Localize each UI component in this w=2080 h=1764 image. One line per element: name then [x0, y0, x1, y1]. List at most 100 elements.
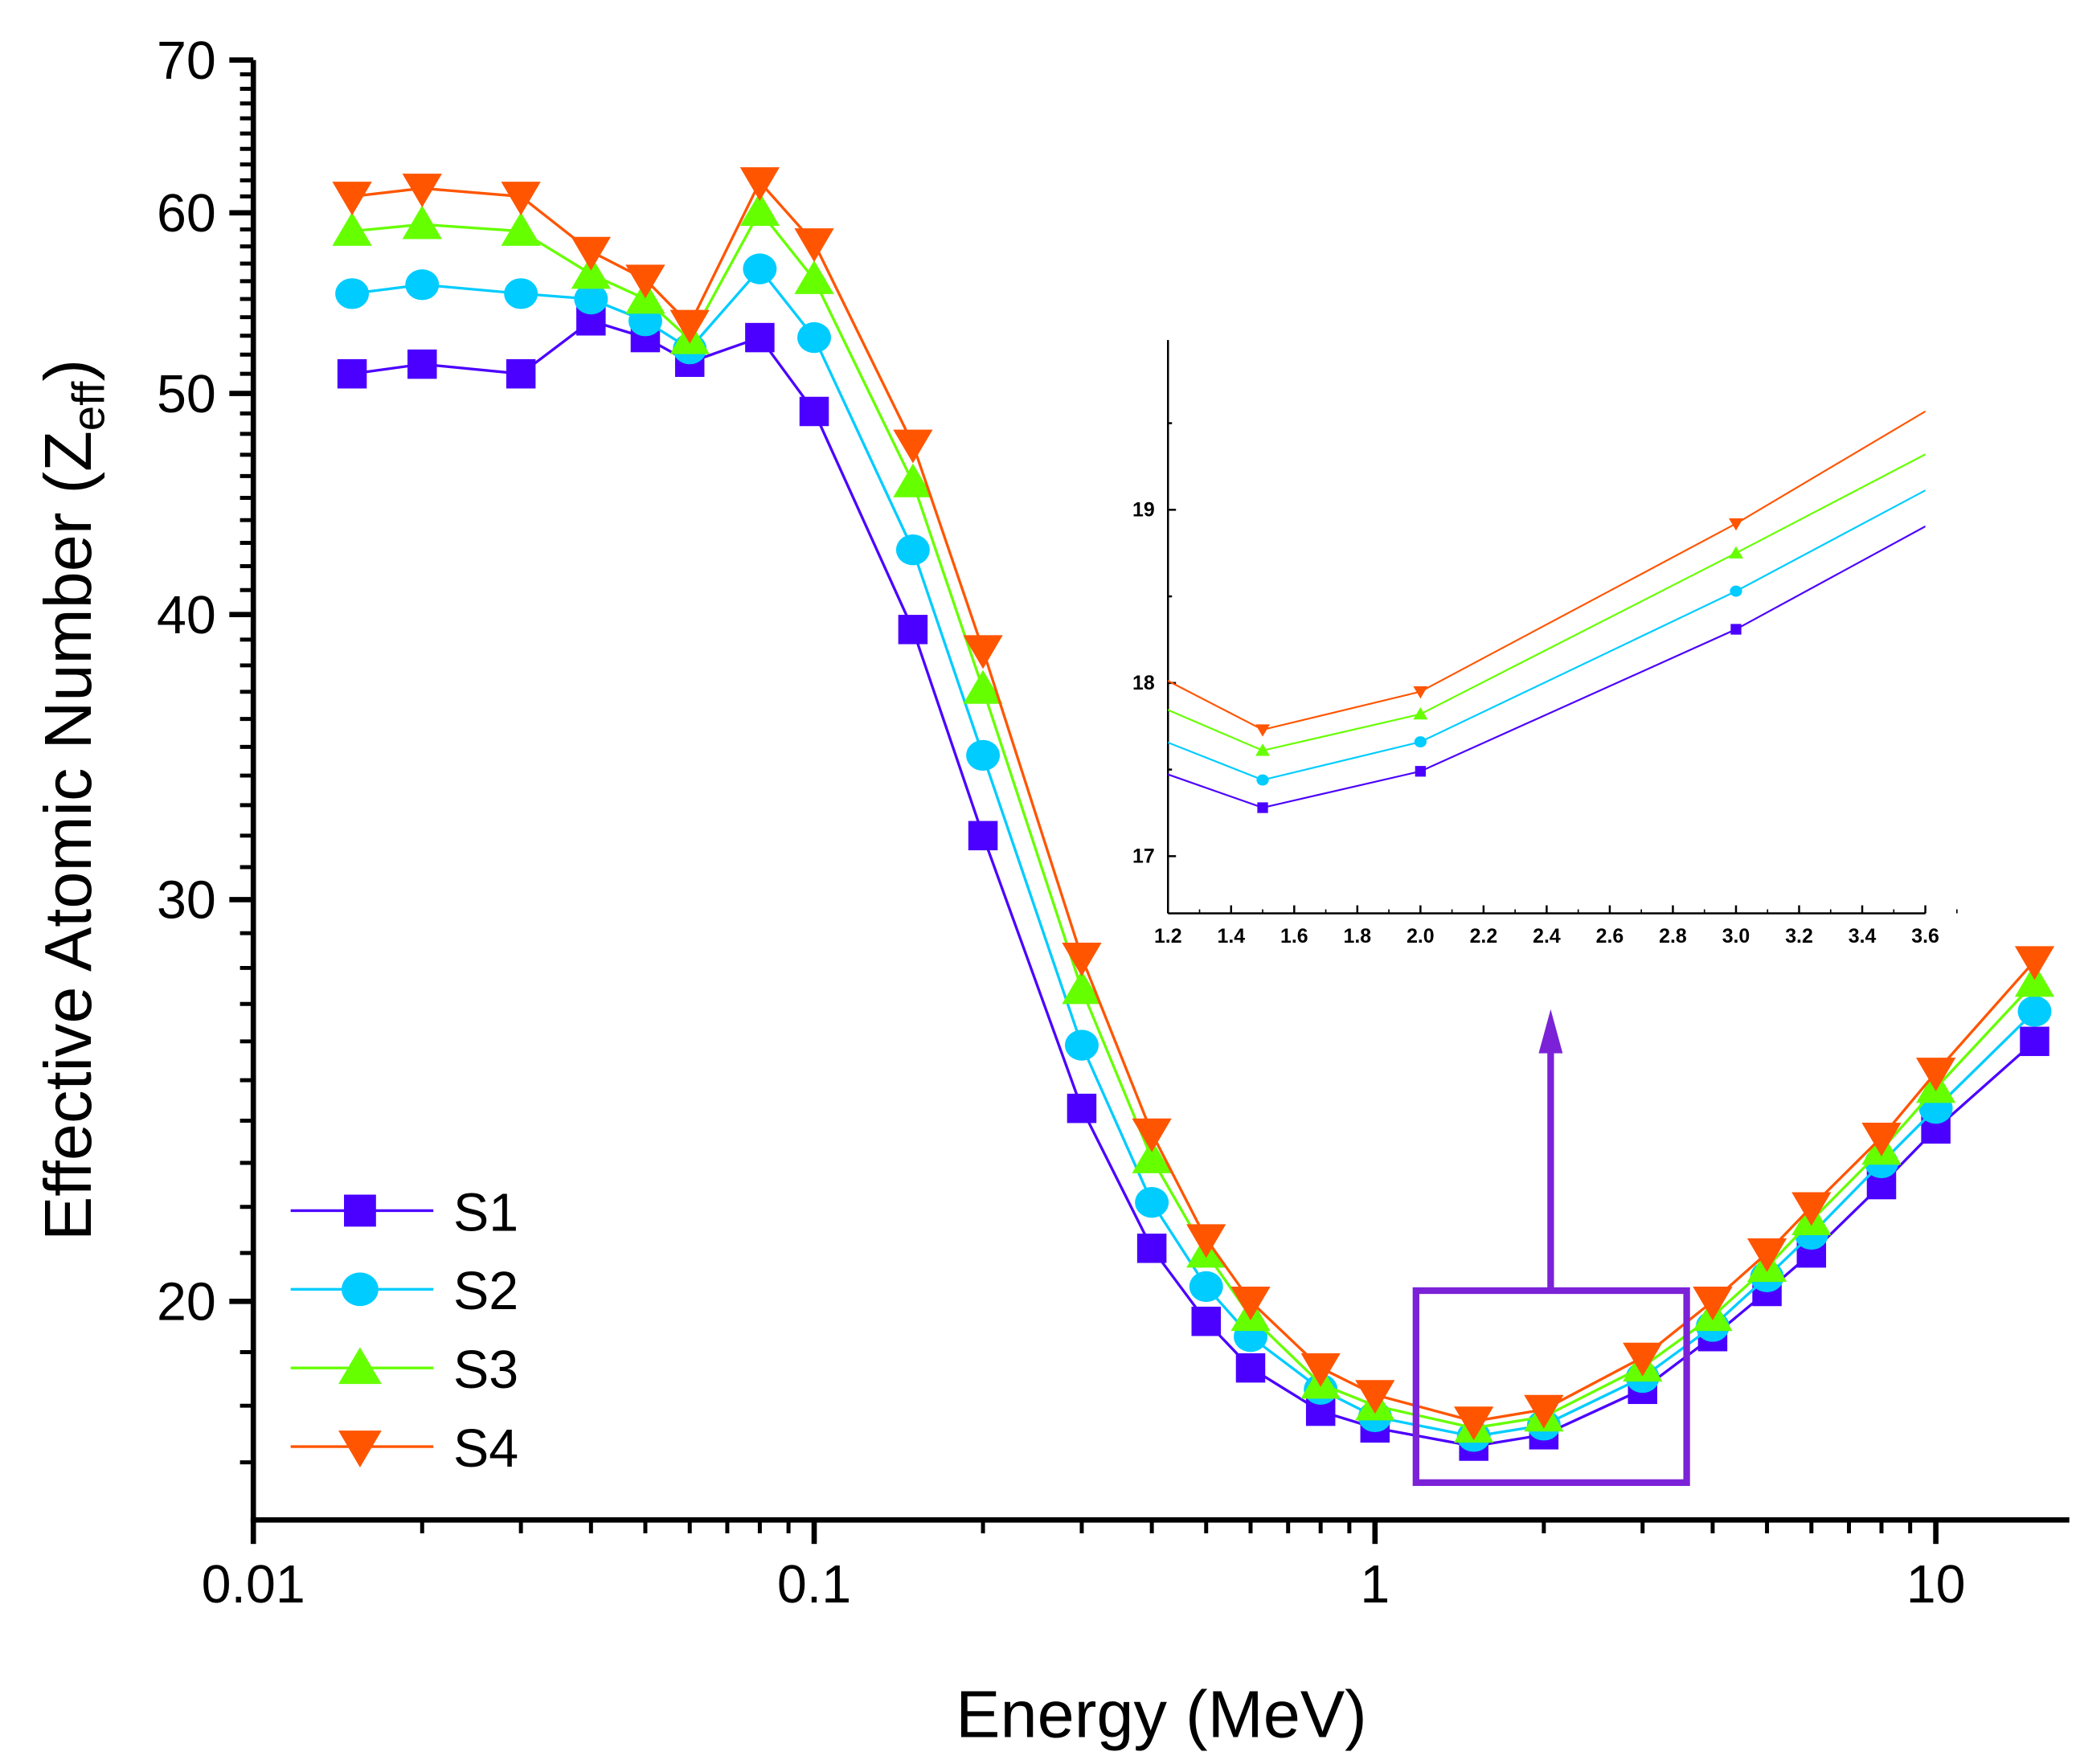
- y-axis-title-subscript: eff: [63, 381, 113, 431]
- inset-series-s3: [1168, 453, 1926, 756]
- data-point: [506, 358, 536, 389]
- data-point: [337, 358, 367, 389]
- data-point: [402, 205, 442, 239]
- inset-series-s4: [1168, 410, 1926, 737]
- inset-data-point: [1730, 624, 1742, 635]
- data-point: [2017, 996, 2052, 1027]
- legend-marker: [338, 1347, 382, 1385]
- inset-data-point: [1414, 736, 1427, 748]
- data-point: [1454, 1406, 1494, 1441]
- data-point: [625, 264, 665, 299]
- inset-series-s2: [1168, 489, 1926, 786]
- data-point: [1191, 1306, 1222, 1336]
- data-point: [1524, 1394, 1564, 1429]
- series-s2: [335, 253, 2052, 1452]
- main-axes: 20 30 40 50 60 70 0.01 0.1 1 10: [157, 31, 2070, 1615]
- inset-x-tick-label: 1.4: [1217, 925, 1245, 947]
- legend-label: S2: [453, 1262, 518, 1321]
- inset-data-point: [1413, 686, 1428, 699]
- data-point: [895, 534, 930, 566]
- legend-marker: [344, 1194, 376, 1227]
- data-point: [504, 278, 538, 309]
- inset-x-tick-label: 1.6: [1280, 925, 1308, 947]
- data-point: [1300, 1353, 1341, 1387]
- data-point: [332, 211, 372, 246]
- x-tick-label: 0.1: [777, 1555, 851, 1615]
- arrow-head-icon: [1538, 1009, 1563, 1054]
- data-point: [574, 283, 608, 315]
- data-point: [1693, 1287, 1733, 1321]
- x-tick-label: 1: [1360, 1555, 1390, 1615]
- data-point: [966, 739, 1001, 771]
- data-point: [571, 236, 611, 271]
- data-point: [2014, 963, 2055, 997]
- data-point: [968, 821, 998, 851]
- data-point: [407, 349, 437, 379]
- legend-label: S4: [453, 1419, 518, 1479]
- data-point: [1062, 943, 1102, 977]
- inset-data-point: [1730, 585, 1742, 597]
- inset-chart: 17 18 19 1.2 1.4 1.6 1.8 2.0 2.2 2.4 2.6 2.8 3.0 3.2 3…: [1132, 340, 1958, 947]
- inset-data-point: [1729, 546, 1743, 559]
- zoom-annotation: [1412, 1009, 1690, 1487]
- y-tick-label: 20: [157, 1273, 216, 1332]
- data-point: [2020, 1026, 2049, 1057]
- data-point: [2014, 946, 2055, 980]
- data-point: [1132, 1118, 1172, 1152]
- inset-series-line: [1168, 489, 1926, 781]
- data-point: [335, 278, 370, 309]
- inset-x-tick-label: 2.0: [1406, 925, 1435, 947]
- data-point: [797, 321, 831, 354]
- data-point: [1186, 1224, 1226, 1259]
- legend-marker: [342, 1272, 379, 1307]
- y-tick-label: 50: [157, 365, 216, 424]
- data-point: [745, 322, 775, 353]
- inset-x-tick-label: 3.2: [1785, 925, 1813, 947]
- legend-marker: [338, 1430, 382, 1467]
- inset-series-line: [1168, 453, 1926, 752]
- main-series: [332, 167, 2055, 1461]
- data-point: [799, 396, 829, 427]
- inset-x-tick-label: 2.4: [1533, 925, 1561, 947]
- inset-data-point: [1415, 766, 1426, 777]
- data-point: [739, 167, 780, 202]
- inset-plot-area: [1168, 410, 1926, 813]
- data-point: [893, 463, 933, 497]
- data-point: [1746, 1238, 1787, 1272]
- y-tick-label: 30: [157, 871, 216, 931]
- inset-data-point: [1256, 774, 1269, 786]
- legend-label: S3: [453, 1340, 518, 1400]
- inset-y-tick-label: 17: [1132, 845, 1155, 868]
- data-point: [1067, 1093, 1097, 1123]
- legend-item-s4: S4: [290, 1419, 518, 1479]
- data-point: [1230, 1287, 1271, 1321]
- series-s4: [332, 167, 2055, 1441]
- inset-data-point: [1257, 802, 1268, 813]
- data-point: [571, 255, 611, 289]
- data-point: [794, 228, 834, 263]
- inset-x-tick-label: 3.6: [1911, 925, 1939, 947]
- inset-x-tick-label: 3.4: [1849, 925, 1877, 947]
- data-point: [1062, 970, 1102, 1005]
- data-point: [1132, 1139, 1172, 1173]
- inset-y-tick-label: 19: [1132, 499, 1155, 522]
- inset-x-tick-label: 2.2: [1470, 925, 1498, 947]
- data-point: [893, 429, 933, 464]
- data-point: [332, 182, 372, 216]
- data-point: [405, 269, 440, 301]
- data-point: [743, 253, 777, 284]
- data-point: [1915, 1058, 1956, 1092]
- data-point: [402, 174, 442, 208]
- data-point: [1861, 1122, 1902, 1156]
- data-point: [1623, 1342, 1663, 1377]
- data-point: [794, 260, 834, 294]
- data-point: [1235, 1353, 1266, 1383]
- inset-data-point: [1255, 743, 1271, 756]
- inset-y-tick-label: 18: [1132, 672, 1155, 694]
- y-tick-label: 40: [157, 586, 216, 645]
- data-point: [898, 615, 928, 645]
- legend-item-s2: S2: [290, 1262, 518, 1321]
- inset-data-point: [1413, 707, 1428, 720]
- y-tick-label: 70: [157, 31, 216, 91]
- x-tick-label: 0.01: [202, 1555, 305, 1615]
